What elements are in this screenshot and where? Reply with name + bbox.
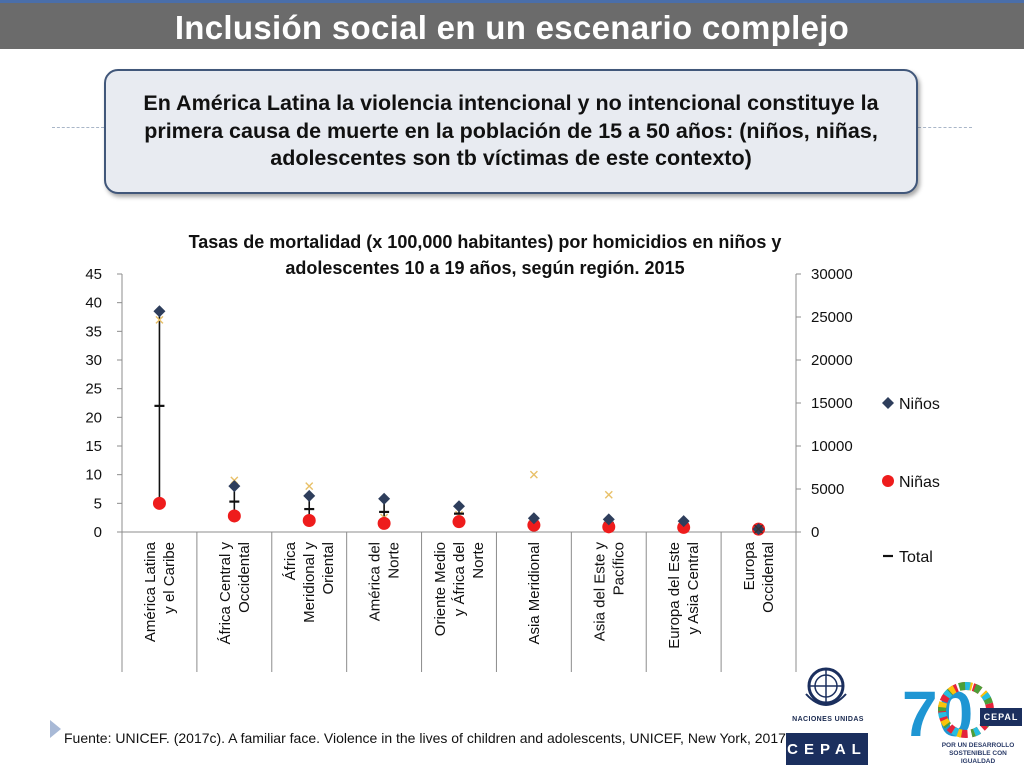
legend-total-label: Total (899, 549, 933, 566)
category-label: Asia del Este y (591, 542, 608, 642)
source-citation: Fuente: UNICEF. (2017c). A familiar face… (64, 730, 786, 746)
category-label: Asia Meridional (526, 542, 543, 645)
point-ninas (152, 496, 166, 510)
point-ninas (677, 520, 691, 534)
secondary-x-mark (529, 470, 538, 479)
y-left-tick-label: 5 (94, 495, 102, 512)
category-label: Meridional y (301, 542, 318, 623)
anniversary-logo-icon: 70 (902, 680, 994, 744)
category-label: Europa (741, 541, 758, 590)
secondary-x-mark (155, 315, 164, 324)
y-left-tick-label: 40 (85, 295, 102, 312)
point-ninas (452, 515, 466, 529)
anniversary-caption-line-1: POR UN DESARROLLO (941, 742, 1015, 749)
un-label: NACIONES UNIDAS (792, 716, 864, 723)
secondary-x-mark (305, 482, 314, 491)
y-left-tick-label: 30 (85, 352, 102, 369)
category-label: Europa del Este (666, 542, 683, 649)
anniversary-tag: CEPAL (980, 708, 1022, 726)
point-ninas (302, 514, 316, 528)
legend-ninos-marker (882, 397, 894, 409)
y-left-tick-label: 25 (85, 381, 102, 398)
chart-title-line: Tasas de mortalidad (x 100,000 habitante… (189, 232, 782, 252)
secondary-x-mark (604, 490, 613, 499)
point-ninos (602, 513, 615, 526)
y-left-tick-label: 10 (85, 467, 102, 484)
category-label: Occidental (760, 542, 777, 613)
point-ninas (227, 509, 241, 523)
legend-ninas-marker (882, 475, 894, 487)
category-label: y África del (451, 542, 468, 616)
slide-title: Inclusión social en un escenario complej… (174, 9, 850, 46)
category-label: y el Caribe (161, 542, 178, 614)
category-label: Oriente Medio (432, 542, 449, 636)
category-label: Pacífico (610, 542, 627, 595)
category-label: y Asia Central (685, 542, 702, 635)
callout-text: En América Latina la violencia intencion… (143, 90, 879, 171)
y-right-tick-label: 20000 (811, 352, 853, 369)
point-ninos (153, 305, 166, 318)
category-label: Oriental (320, 542, 337, 595)
y-left-tick-label: 45 (85, 266, 102, 283)
source-marker (50, 720, 61, 738)
category-label: América del (367, 542, 384, 621)
legend-ninos-label: Niños (899, 396, 940, 413)
y-right-tick-label: 10000 (811, 438, 853, 455)
y-left-tick-label: 20 (85, 409, 102, 426)
point-ninos (677, 515, 690, 528)
y-right-tick-label: 5000 (811, 481, 844, 498)
point-ninas (602, 520, 616, 534)
point-ninos (228, 480, 241, 493)
category-label: África (282, 541, 299, 580)
anniversary-caption-line-2: SOSTENIBLE CON IGUALDAD (949, 750, 1007, 765)
chart-title-line: adolescentes 10 a 19 años, según región.… (285, 258, 684, 278)
callout-box: En América Latina la violencia intencion… (104, 69, 918, 194)
divider-right (918, 127, 972, 128)
secondary-x-mark-overlay (754, 524, 764, 534)
category-label: Norte (470, 542, 487, 579)
un-emblem-icon (805, 667, 847, 706)
title-bar: Inclusión social en un escenario complej… (0, 0, 1024, 49)
category-label: Occidental (236, 542, 253, 613)
divider-left (52, 127, 104, 128)
point-ninas (527, 518, 541, 532)
y-right-tick-label: 15000 (811, 395, 853, 412)
point-ninas (377, 516, 391, 530)
cepal-logo: CEPAL (786, 733, 868, 765)
y-left-tick-label: 35 (85, 323, 102, 340)
y-left-tick-label: 0 (94, 524, 102, 541)
point-ninos (527, 512, 540, 525)
category-label: África Central y (217, 542, 234, 645)
y-right-tick-label: 30000 (811, 266, 853, 283)
anniversary-caption: POR UN DESARROLLO SOSTENIBLE CON IGUALDA… (932, 742, 1024, 766)
point-ninos (453, 500, 465, 513)
point-ninos (378, 492, 391, 505)
category-label: América Latina (142, 541, 159, 642)
category-label: Norte (386, 542, 403, 579)
point-ninos (303, 489, 316, 502)
legend-ninas-label: Niñas (899, 474, 940, 491)
y-left-tick-label: 15 (85, 438, 102, 455)
y-right-tick-label: 0 (811, 524, 819, 541)
y-right-tick-label: 25000 (811, 309, 853, 326)
